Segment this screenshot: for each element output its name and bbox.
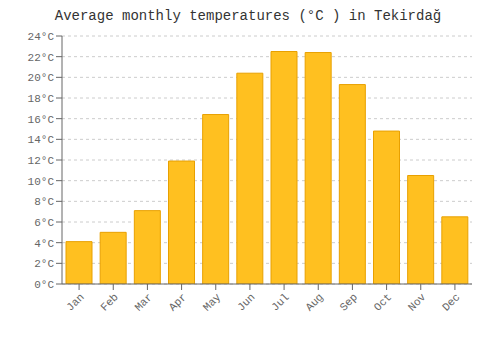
svg-text:May: May (201, 291, 224, 314)
svg-text:0°C: 0°C (34, 279, 54, 291)
svg-text:Nov: Nov (406, 291, 429, 314)
svg-text:10°C: 10°C (28, 176, 55, 188)
svg-text:Feb: Feb (98, 291, 120, 313)
svg-text:Apr: Apr (167, 291, 189, 313)
svg-text:16°C: 16°C (28, 114, 55, 126)
svg-text:20°C: 20°C (28, 72, 55, 84)
svg-text:24°C: 24°C (28, 31, 55, 43)
svg-text:14°C: 14°C (28, 134, 55, 146)
svg-text:Dec: Dec (440, 291, 462, 313)
svg-text:Aug: Aug (303, 291, 325, 313)
svg-text:18°C: 18°C (28, 93, 55, 105)
svg-text:6°C: 6°C (34, 217, 54, 229)
svg-text:Mar: Mar (133, 291, 155, 313)
svg-text:2°C: 2°C (34, 258, 54, 270)
html-text:Average monthly temperatures (: Average monthly temperatures (°C ) in Te… (54, 8, 442, 24)
svg-text:22°C: 22°C (28, 52, 55, 64)
svg-text:Jun: Jun (235, 291, 257, 313)
svg-text:Oct: Oct (372, 291, 394, 313)
svg-text:12°C: 12°C (28, 155, 55, 167)
svg-text:4°C: 4°C (34, 238, 54, 250)
svg-text:Jan: Jan (64, 291, 86, 313)
svg-text:Sep: Sep (338, 291, 360, 313)
svg-text:8°C: 8°C (34, 196, 54, 208)
svg-text:Jul: Jul (269, 291, 291, 313)
